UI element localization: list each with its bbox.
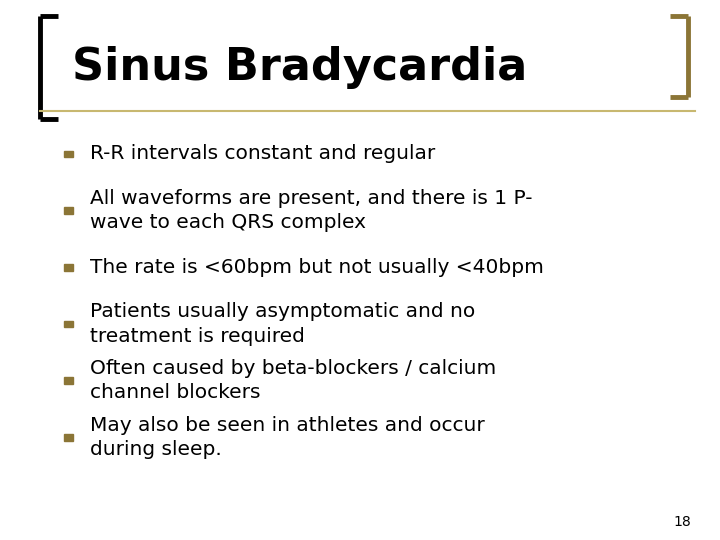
Text: Sinus Bradycardia: Sinus Bradycardia (72, 46, 527, 89)
FancyBboxPatch shape (64, 207, 73, 214)
FancyBboxPatch shape (64, 264, 73, 271)
Text: May also be seen in athletes and occur
during sleep.: May also be seen in athletes and occur d… (90, 416, 485, 459)
Text: All waveforms are present, and there is 1 P-
wave to each QRS complex: All waveforms are present, and there is … (90, 189, 533, 232)
FancyBboxPatch shape (64, 434, 73, 441)
Text: Patients usually asymptomatic and no
treatment is required: Patients usually asymptomatic and no tre… (90, 302, 475, 346)
FancyBboxPatch shape (64, 151, 73, 157)
Text: 18: 18 (673, 515, 691, 529)
Text: The rate is <60bpm but not usually <40bpm: The rate is <60bpm but not usually <40bp… (90, 258, 544, 277)
Text: Often caused by beta-blockers / calcium
channel blockers: Often caused by beta-blockers / calcium … (90, 359, 496, 402)
FancyBboxPatch shape (64, 321, 73, 327)
Text: R-R intervals constant and regular: R-R intervals constant and regular (90, 144, 436, 164)
FancyBboxPatch shape (64, 377, 73, 384)
